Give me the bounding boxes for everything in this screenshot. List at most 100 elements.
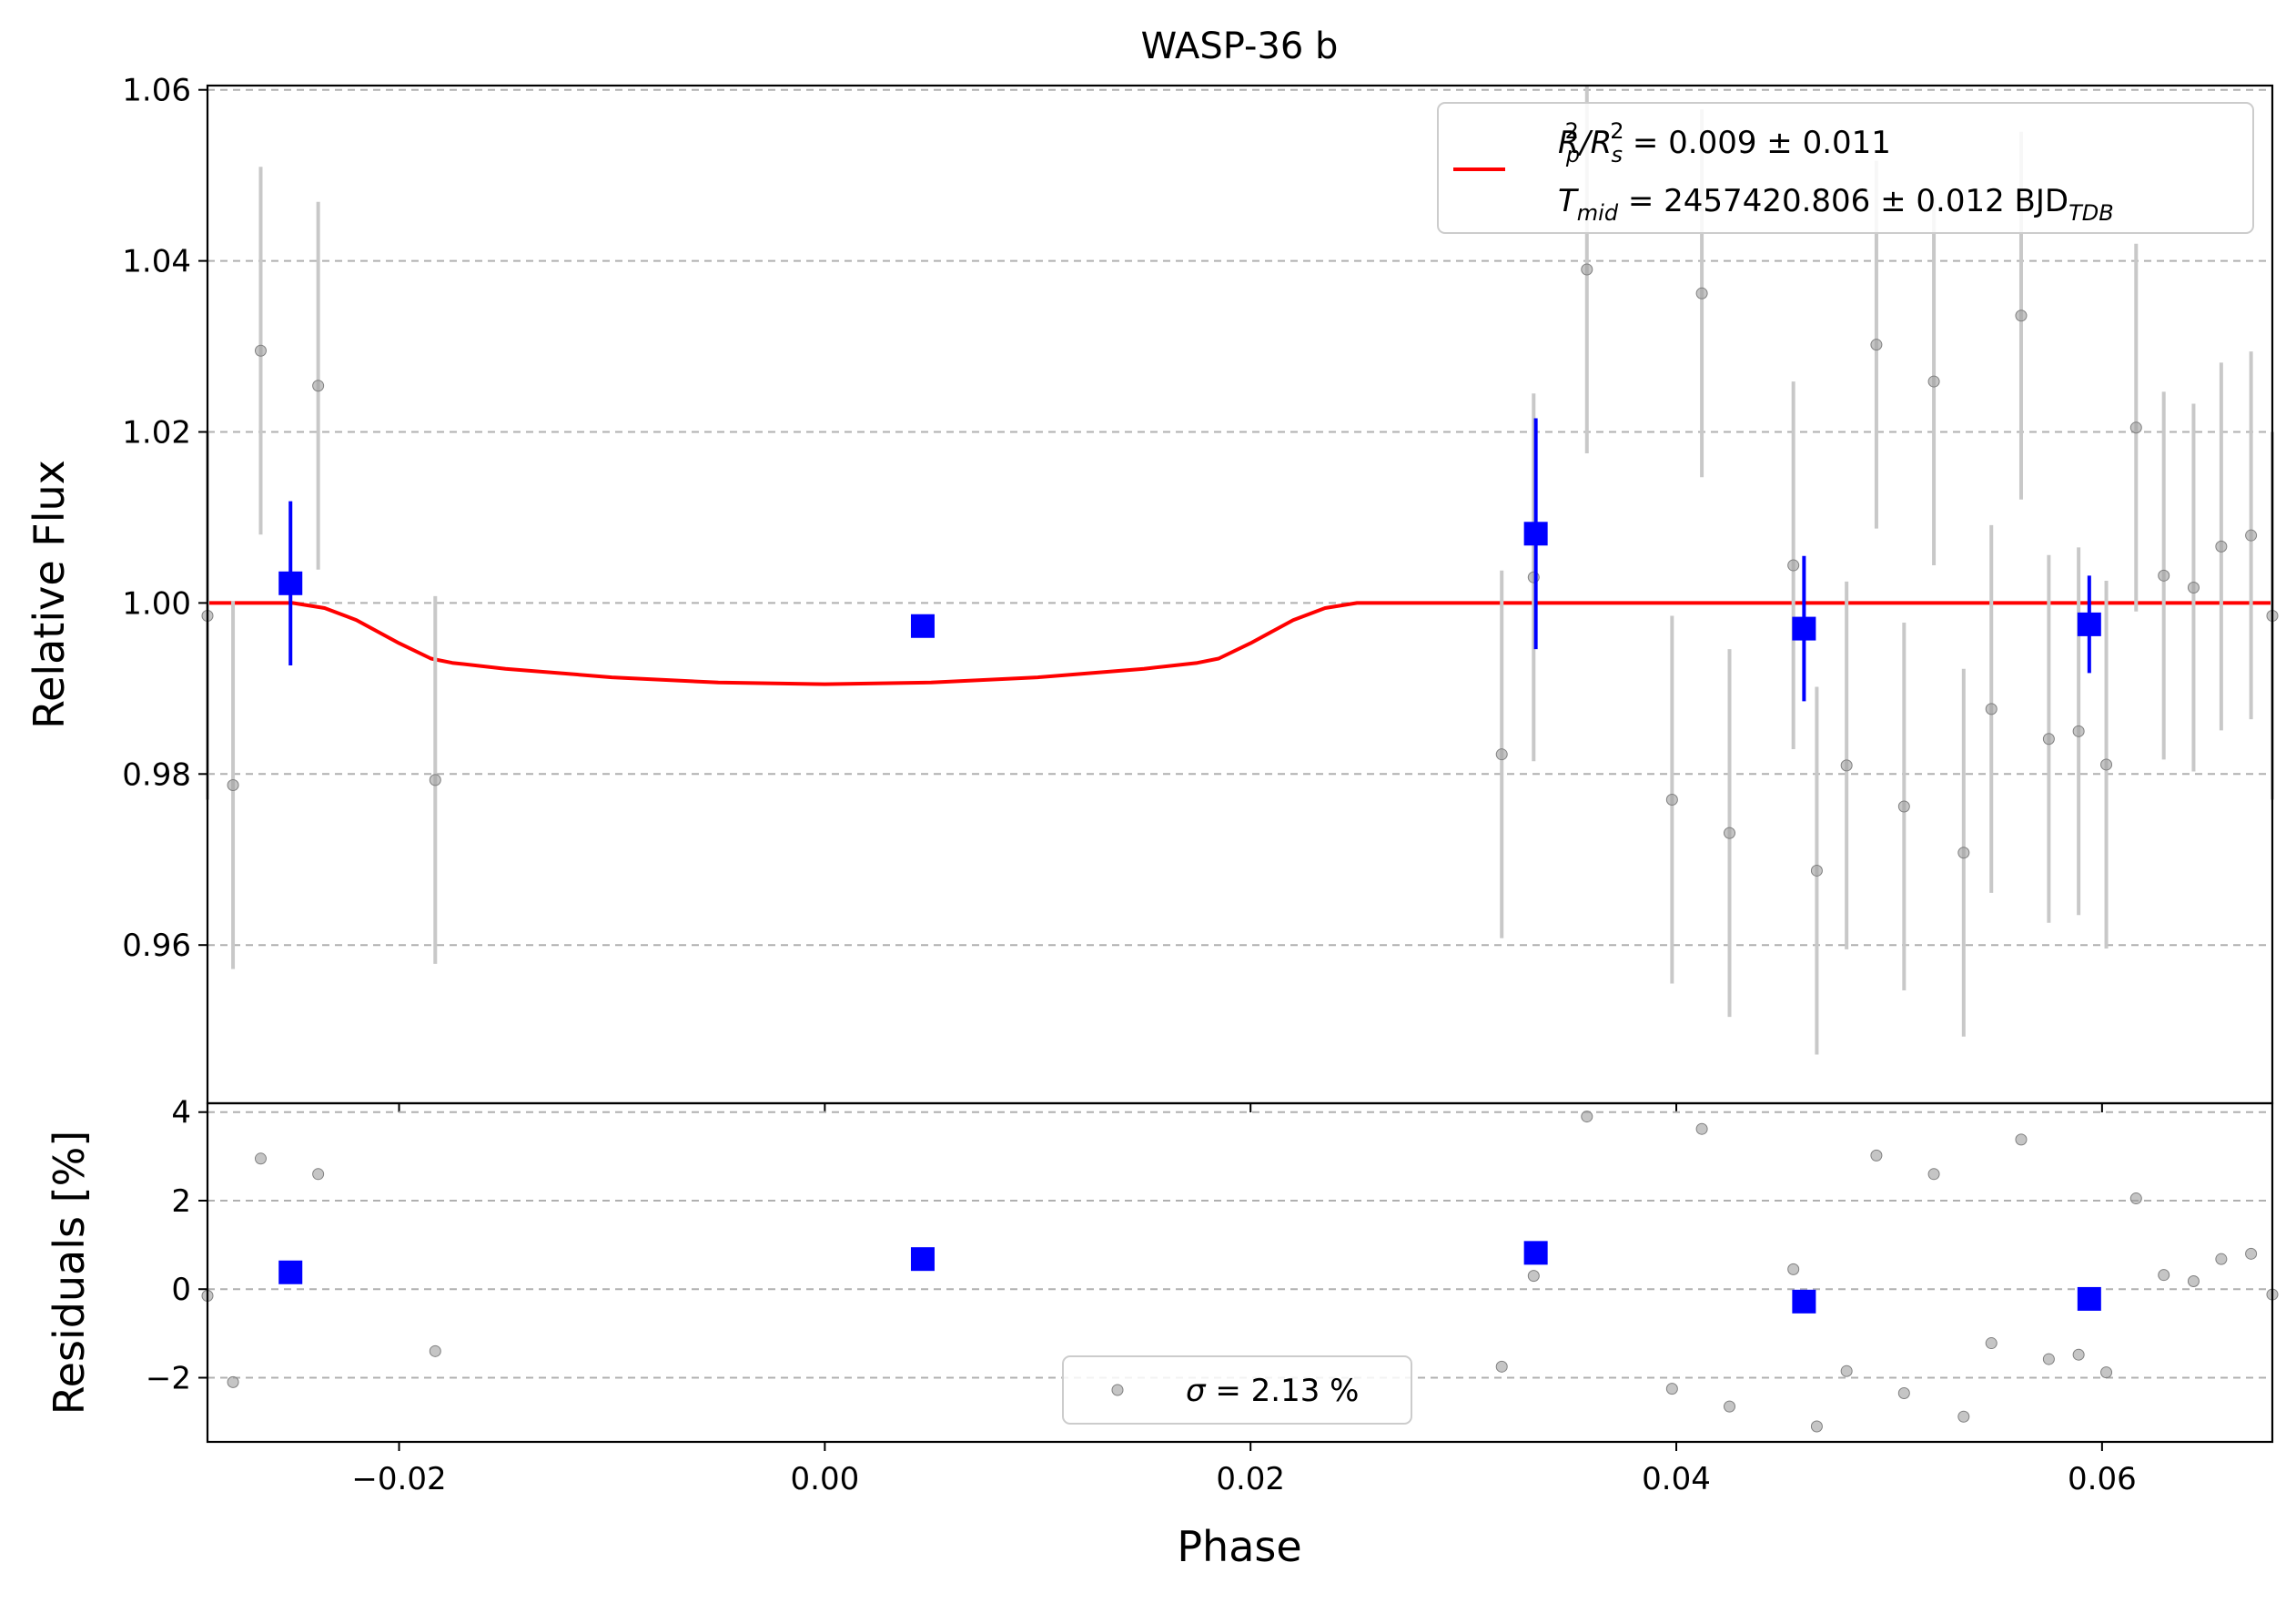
raw-point — [1581, 1111, 1593, 1123]
y-tick-label: −2 — [146, 1360, 191, 1396]
raw-point — [1527, 1270, 1540, 1283]
y-tick-label: 1.06 — [122, 73, 191, 109]
legend-r1: R — [1558, 125, 1580, 161]
flux-y-axis-label: Relative Flux — [25, 460, 74, 729]
raw-point — [254, 1152, 267, 1165]
residual-binned-points — [278, 1241, 2101, 1314]
residuals-legend-marker — [1111, 1384, 1124, 1396]
raw-point — [2015, 309, 2028, 322]
y-tick-label: 1.00 — [122, 585, 191, 622]
legend-slash: /R — [1577, 125, 1612, 161]
raw-point — [2158, 569, 2170, 582]
residuals-y-axis-label: Residuals [%] — [45, 1131, 94, 1415]
raw-point — [1985, 703, 1998, 715]
raw-point — [1897, 800, 1910, 813]
y-tick-label: 4 — [171, 1095, 191, 1131]
raw-point — [1695, 287, 1708, 299]
x-tick-label: 0.00 — [791, 1461, 860, 1497]
raw-point — [2042, 1353, 2055, 1365]
y-tick-label: 0.96 — [122, 928, 191, 964]
binned-point — [1523, 1241, 1548, 1265]
raw-point — [1665, 1383, 1678, 1395]
raw-point — [1724, 1400, 1736, 1413]
legend-depth-value: = 0.009 ± 0.011 — [1623, 125, 1891, 161]
chart-title: WASP-36 b — [1141, 25, 1339, 67]
y-tick-label: 1.04 — [122, 244, 191, 280]
raw-point — [2072, 1348, 2085, 1361]
flux-panel: 0.96 0.98 1.00 1.02 1.04 1.06 Relative Flux R… — [25, 73, 2279, 1112]
raw-point — [312, 380, 325, 392]
raw-point — [2215, 1253, 2228, 1265]
raw-point — [1665, 793, 1678, 806]
raw-point — [1810, 864, 1823, 877]
binned-point — [278, 1260, 303, 1284]
raw-point — [1870, 1149, 1883, 1162]
x-tick-label: −0.02 — [351, 1461, 446, 1497]
raw-point — [2129, 421, 2142, 434]
binned-point — [910, 1247, 935, 1272]
flux-x-ticks — [398, 1103, 2103, 1112]
legend-tmid-value: = 2457420.806 ± 0.012 BJD — [1618, 183, 2068, 219]
flux-legend: R2 p/R2 s = 0.009 ± 0.011 Tmid = 2457420.8… — [1437, 102, 2254, 234]
legend-r2-sup: 2 — [1610, 118, 1623, 144]
binned-points — [278, 418, 2101, 702]
y-tick-label: 2 — [171, 1183, 191, 1220]
raw-point — [1810, 1420, 1823, 1433]
residuals-axes-frame — [206, 1101, 2274, 1444]
raw-point — [1724, 827, 1736, 839]
model-curve — [207, 601, 2272, 686]
residuals-legend-text: σ = 2.13 % — [1186, 1373, 1359, 1409]
residuals-panel: −2 0 2 4 −0.02 0.00 0.02 0.04 0.06 Residuals [%… — [45, 1095, 2279, 1571]
binned-point — [2077, 612, 2101, 636]
binned-point — [910, 614, 935, 638]
binned-point — [278, 571, 303, 595]
x-tick-label: 0.02 — [1216, 1461, 1285, 1497]
legend-radius-ratio: R2 p/R2 s = 0.009 ± 0.011 — [1558, 118, 1891, 167]
raw-point — [2100, 758, 2113, 771]
raw-point — [1840, 759, 1853, 772]
raw-point — [2015, 1133, 2028, 1146]
legend-r2-sub: s — [1612, 142, 1623, 167]
legend-tmid: Tmid = 2457420.806 ± 0.012 BJDTDB — [1558, 183, 2114, 226]
residuals-y-ticks: −2 0 2 4 — [146, 1095, 207, 1396]
residual-raw-points — [201, 1111, 2279, 1433]
binned-point — [2077, 1286, 2101, 1311]
residuals-legend: σ = 2.13 % — [1062, 1355, 1412, 1425]
residuals-legend-box — [1062, 1355, 1412, 1425]
legend-t: T — [1558, 183, 1579, 219]
y-tick-label: 0.98 — [122, 756, 191, 793]
raw-point — [1787, 559, 1800, 572]
raw-point — [2158, 1269, 2170, 1282]
binned-point — [1523, 522, 1548, 546]
raw-point — [2187, 1274, 2200, 1287]
raw-point — [2215, 540, 2228, 553]
raw-point — [1581, 263, 1593, 276]
raw-point — [2100, 1366, 2113, 1379]
raw-point — [2129, 1192, 2142, 1205]
raw-point — [2042, 733, 2055, 746]
raw-point — [1897, 1387, 1910, 1400]
residuals-x-ticks: −0.02 0.00 0.02 0.04 0.06 — [351, 1442, 2137, 1497]
flux-y-ticks: 0.96 0.98 1.00 1.02 1.04 1.06 — [122, 73, 207, 964]
residuals-legend-value: = 2.13 % — [1206, 1373, 1360, 1409]
raw-point — [2245, 529, 2258, 542]
legend-t-sub: mid — [1577, 200, 1619, 226]
binned-point — [1792, 1289, 1816, 1314]
raw-point — [1957, 1410, 1970, 1423]
raw-point — [1695, 1122, 1708, 1135]
raw-point — [312, 1168, 325, 1181]
raw-point — [1985, 1337, 1998, 1350]
raw-point — [1495, 748, 1508, 761]
flux-grid — [207, 88, 2272, 947]
model-line — [207, 601, 2272, 686]
legend-r1-sup: 2 — [1565, 118, 1579, 144]
raw-point — [429, 1344, 441, 1357]
x-axis-label: Phase — [1177, 1522, 1301, 1571]
raw-point — [429, 774, 441, 786]
legend-tdb-sub: TDB — [2068, 200, 2114, 226]
legend-r1-sub: p — [1565, 142, 1580, 167]
raw-point — [227, 1375, 239, 1388]
flux-legend-box — [1437, 102, 2254, 234]
